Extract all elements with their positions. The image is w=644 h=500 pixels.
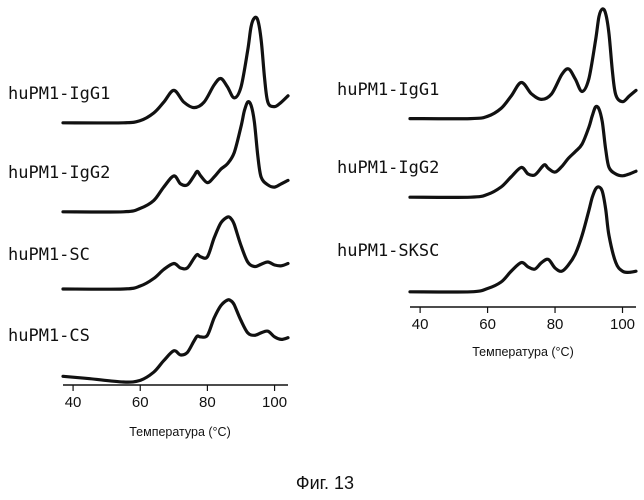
x-tick-label: 40 (65, 394, 82, 411)
series-trace-hupm1-igg1 (408, 7, 638, 121)
x-tick-label: 80 (199, 394, 216, 411)
series-label-hupm1-igg2: huPM1-IgG2 (8, 163, 110, 183)
left-thermogram-panel: huPM1-IgG1 huPM1-IgG2 huPM1-SC huPM1-CS 40 6… (8, 15, 290, 439)
series-trace-hupm1-igg1 (61, 15, 290, 125)
x-tick-label: 60 (479, 316, 496, 333)
x-tick-label: 100 (610, 316, 635, 333)
series-label-hupm1-igg2: huPM1-IgG2 (337, 158, 439, 178)
right-thermogram-panel: huPM1-IgG1 huPM1-IgG2 huPM1-SKSC 40 60 80 100… (337, 7, 638, 359)
figure-caption: Фиг. 13 (296, 473, 354, 493)
series-trace-hupm1-igg2 (408, 104, 638, 200)
x-tick-label: 100 (262, 394, 287, 411)
x-axis-title: Температура (°C) (472, 345, 574, 359)
x-axis-title: Температура (°C) (129, 425, 231, 439)
x-tick-label: 80 (547, 316, 564, 333)
series-label-hupm1-igg1: huPM1-IgG1 (337, 80, 439, 100)
series-trace-hupm1-sksc (408, 185, 638, 294)
series-trace-hupm1-cs (61, 298, 290, 384)
series-trace-hupm1-igg2 (61, 100, 290, 214)
series-label-hupm1-sksc: huPM1-SKSC (337, 241, 439, 261)
x-tick-label: 40 (412, 316, 429, 333)
x-tick-label: 60 (132, 394, 149, 411)
series-trace-hupm1-sc (61, 215, 290, 291)
series-label-hupm1-sc: huPM1-SC (8, 245, 90, 265)
series-label-hupm1-igg1: huPM1-IgG1 (8, 84, 110, 104)
series-label-hupm1-cs: huPM1-CS (8, 326, 90, 346)
